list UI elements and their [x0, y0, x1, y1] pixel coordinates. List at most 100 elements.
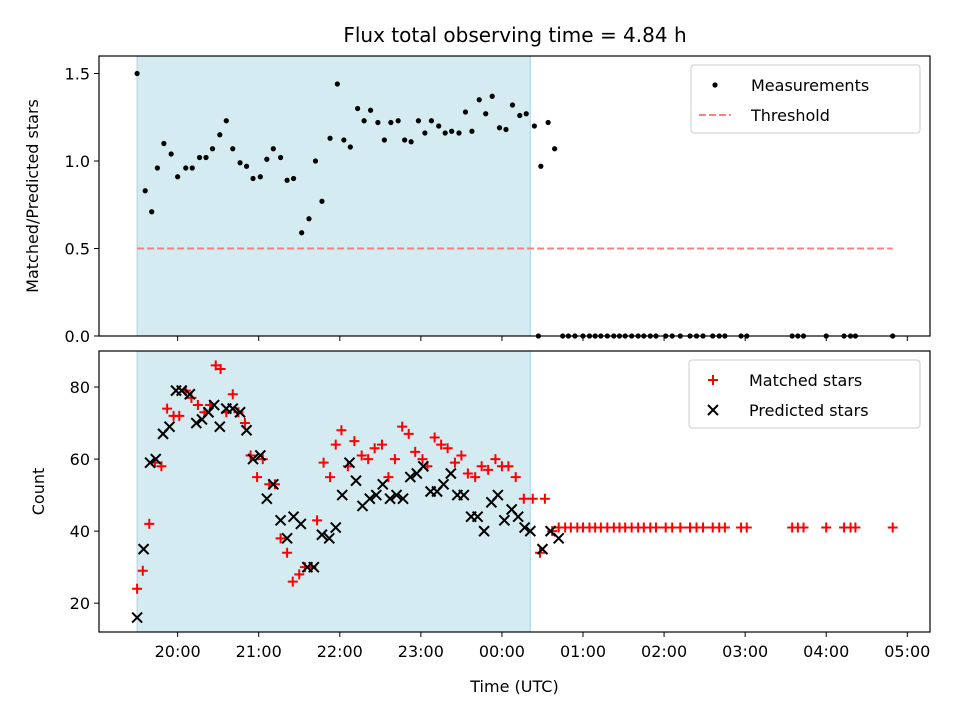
- measurement-point: [442, 130, 448, 136]
- matched-star-point: [349, 436, 360, 447]
- matched-star-point: [490, 454, 501, 465]
- top-x-ticks: [177, 336, 908, 341]
- bottom-legend-cross-marker: [707, 404, 719, 416]
- predicted-star-point: [240, 424, 253, 436]
- matched-star-point: [442, 443, 453, 454]
- measurement-point: [243, 163, 250, 169]
- matched-star-point: [215, 364, 226, 375]
- bottom-x-tick-label: 20:00: [155, 642, 201, 661]
- predicted-star-point: [343, 456, 356, 469]
- matched-star-point: [162, 403, 173, 414]
- measurement-point: [149, 209, 155, 215]
- predicted-star-point: [498, 514, 511, 527]
- measurement-point: [230, 146, 236, 152]
- top-y-tick-label: 1.5: [65, 65, 90, 84]
- matched-star-point: [282, 547, 293, 558]
- measurement-point: [489, 93, 495, 99]
- measurement-point: [355, 105, 361, 112]
- predicted-star-point: [552, 532, 565, 545]
- top-legend: Measurements Threshold: [690, 64, 921, 134]
- matched-star-point: [850, 522, 861, 533]
- predicted-star-point: [316, 529, 328, 541]
- predicted-star-point: [175, 384, 188, 397]
- bottom-legend-plus-marker: [708, 375, 718, 385]
- bottom-legend-label: Predicted stars: [749, 401, 869, 420]
- predicted-star-point: [261, 492, 273, 505]
- measurement-point: [270, 146, 276, 152]
- measurement-point: [531, 123, 537, 129]
- predicted-star-point: [404, 471, 417, 483]
- bot-y-tick-label: 60: [70, 450, 90, 469]
- matched-star-point: [336, 425, 347, 436]
- matched-star-point: [539, 493, 550, 504]
- measurement-point: [367, 107, 374, 113]
- bottom-legend-box: [688, 359, 921, 429]
- measurement-point: [509, 102, 516, 108]
- matched-star-point: [429, 432, 440, 443]
- matched-star-point: [510, 472, 521, 483]
- measurement-point: [189, 165, 195, 171]
- matched-star-point: [156, 461, 167, 472]
- matched-star-point: [318, 457, 329, 468]
- measurement-point: [496, 125, 503, 131]
- measurement-point: [183, 165, 189, 171]
- matched-star-point: [144, 518, 155, 529]
- bottom-legend: Matched stars Predicted stars: [688, 359, 921, 429]
- matched-star-point: [269, 479, 280, 490]
- predicted-star-point: [323, 532, 335, 545]
- matched-star-point: [503, 461, 514, 472]
- bottom-x-tick-label: 03:00: [722, 642, 768, 661]
- measurement-point: [538, 163, 544, 169]
- measurement-point: [312, 158, 319, 164]
- matched-star-point: [410, 446, 421, 457]
- matched-star-point: [294, 569, 305, 580]
- predicted-star-point: [227, 402, 239, 415]
- bottom-panel: 20 40 60 80 20:00 21:00 22:00 23:00 00:00 01:00 0…: [29, 350, 931, 696]
- measurement-point: [223, 118, 229, 124]
- bottom-x-tick-label: 04:00: [803, 642, 849, 661]
- predicted-star-point: [370, 489, 382, 501]
- measurement-point: [483, 111, 489, 117]
- measurement-point: [388, 119, 394, 126]
- measurement-point: [142, 188, 148, 194]
- predicted-star-point: [384, 492, 396, 505]
- bottom-y-axis-label: Count: [29, 468, 48, 516]
- matched-star-point: [650, 522, 661, 533]
- matched-star-point: [483, 464, 494, 475]
- bottom-plot-marks: [131, 360, 898, 624]
- predicted-star-point: [295, 518, 307, 530]
- predicted-star-point: [417, 460, 430, 472]
- matched-star-point: [397, 421, 408, 432]
- bottom-x-tick-label: 00:00: [479, 642, 525, 661]
- measurement-point: [284, 177, 290, 183]
- measurement-point: [375, 119, 381, 126]
- measurement-point: [462, 109, 469, 115]
- measurement-point: [250, 175, 256, 182]
- matched-star-point: [518, 493, 529, 504]
- measurement-point: [361, 118, 367, 124]
- matched-star-point: [239, 418, 250, 429]
- bottom-y-ticks: 20 40 60 80: [70, 378, 99, 613]
- top-legend-dot-marker: [712, 82, 718, 88]
- predicted-star-point: [144, 456, 156, 469]
- measurement-point: [209, 146, 216, 152]
- predicted-star-point: [131, 611, 143, 624]
- matched-star-point: [227, 389, 238, 400]
- matched-star-point: [132, 583, 143, 594]
- measurement-point: [469, 128, 475, 134]
- matched-star-point: [356, 450, 367, 461]
- bot-y-tick-label: 20: [70, 594, 90, 613]
- matched-star-point: [741, 522, 752, 533]
- predicted-star-point: [336, 489, 348, 501]
- matched-star-point: [821, 522, 832, 533]
- measurement-point: [428, 118, 434, 124]
- matched-star-point: [476, 461, 487, 472]
- predicted-star-point: [350, 474, 362, 487]
- measurement-point: [168, 151, 174, 157]
- measurement-point: [408, 139, 414, 145]
- matched-star-point: [798, 522, 809, 533]
- matched-star-point: [675, 522, 686, 533]
- matched-star-point: [376, 439, 387, 450]
- measurement-point: [422, 130, 428, 136]
